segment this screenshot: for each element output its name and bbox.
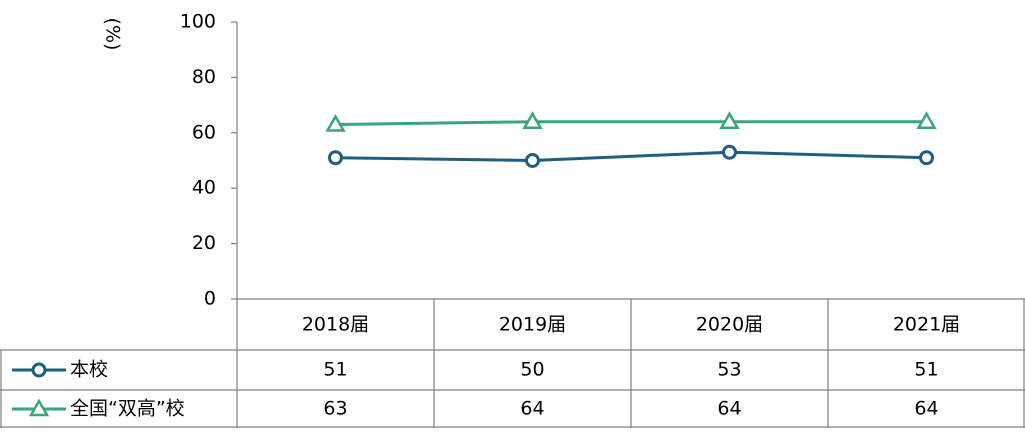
table-value: 51: [323, 359, 347, 381]
x-tick-label: 2019届: [499, 314, 566, 336]
point: [522, 111, 543, 129]
y-axis-label: (%): [102, 18, 124, 51]
series-line: [335, 150, 927, 163]
point: [325, 113, 346, 132]
table-value: 64: [914, 398, 938, 420]
table-value: 53: [717, 359, 741, 381]
table-value: 51: [914, 359, 938, 381]
y-tick-label: 20: [192, 232, 216, 254]
x-tick-label: 2021届: [893, 314, 960, 336]
x-tick-label: 2018届: [302, 314, 369, 336]
legend-marker: [31, 362, 47, 378]
table-value: 64: [520, 398, 544, 420]
y-tick-label: 40: [192, 177, 216, 199]
point: [722, 144, 737, 160]
y-tick-label: 0: [204, 288, 216, 310]
legend-marker: [28, 398, 50, 417]
x-tick-label: 2020届: [696, 314, 763, 336]
table-value: 50: [520, 359, 544, 381]
point: [525, 153, 540, 168]
point: [719, 111, 740, 129]
legend-label: 本校: [70, 359, 108, 381]
table-value: 64: [717, 398, 741, 420]
y-tick-label: 60: [192, 121, 216, 143]
y-tick-label: 100: [180, 11, 216, 33]
table-value: 63: [323, 398, 347, 420]
point: [916, 111, 937, 129]
series-line: [335, 120, 927, 126]
point: [919, 150, 934, 166]
legend-label: 全国“双高”校: [70, 398, 185, 420]
point: [328, 150, 343, 166]
y-tick-label: 80: [192, 66, 216, 88]
